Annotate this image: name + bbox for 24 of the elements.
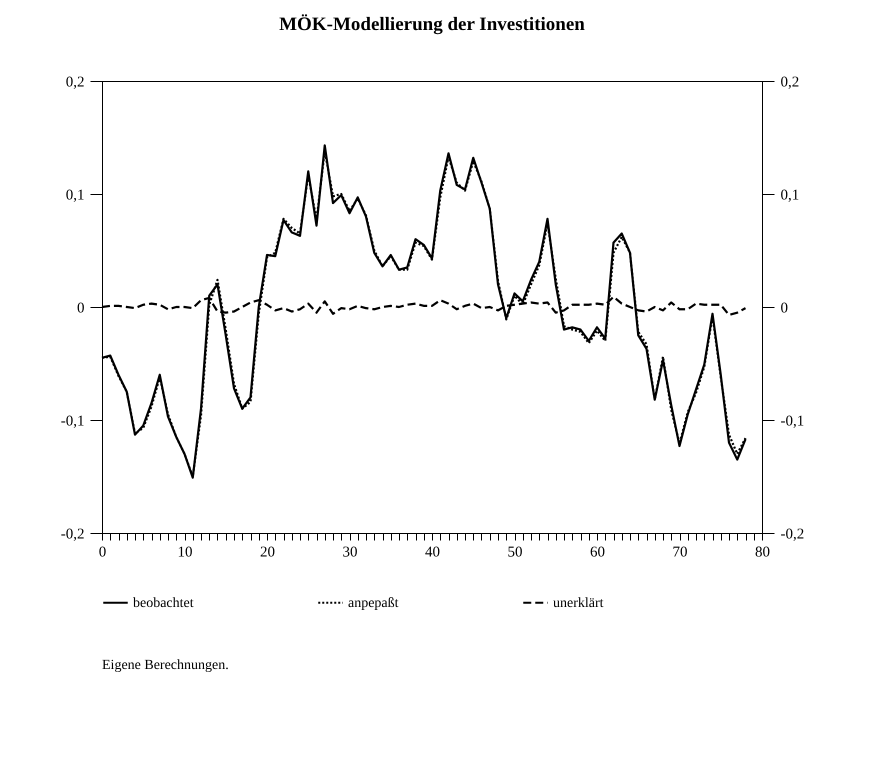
y2-tick-label: 0,1 xyxy=(780,188,800,204)
y2-tick-label: -0,2 xyxy=(780,526,804,542)
legend-label: anpepaßt xyxy=(348,596,399,611)
text: Eigene Berechnungen. xyxy=(102,658,229,673)
y-tick-label: -0,1 xyxy=(60,414,84,430)
y-tick-label: 0,2 xyxy=(66,74,84,90)
y-tick-label: 0,1 xyxy=(66,188,84,204)
y2-tick-label: -0,1 xyxy=(780,414,804,430)
y2-tick-label: 0,2 xyxy=(780,74,800,90)
x-tick-label: 0 xyxy=(98,544,106,560)
x-tick-label: 70 xyxy=(672,544,688,560)
x-tick-label: 20 xyxy=(260,544,275,560)
legend-label: unerklärt xyxy=(553,596,604,611)
y2-tick-label: 0 xyxy=(780,300,788,316)
x-tick-label: 80 xyxy=(755,544,770,560)
x-tick-label: 60 xyxy=(590,544,605,560)
x-tick-label: 50 xyxy=(508,544,522,560)
y-tick-label: -0,2 xyxy=(60,526,84,542)
x-tick-label: 10 xyxy=(178,544,192,560)
y-tick-label: 0 xyxy=(77,300,84,316)
x-tick-label: 30 xyxy=(342,544,358,560)
x-tick-label: 40 xyxy=(425,544,440,560)
chart-title: MÖK-Modellierung der Investitionen xyxy=(279,14,586,35)
legend-label: beobachtet xyxy=(133,596,194,611)
